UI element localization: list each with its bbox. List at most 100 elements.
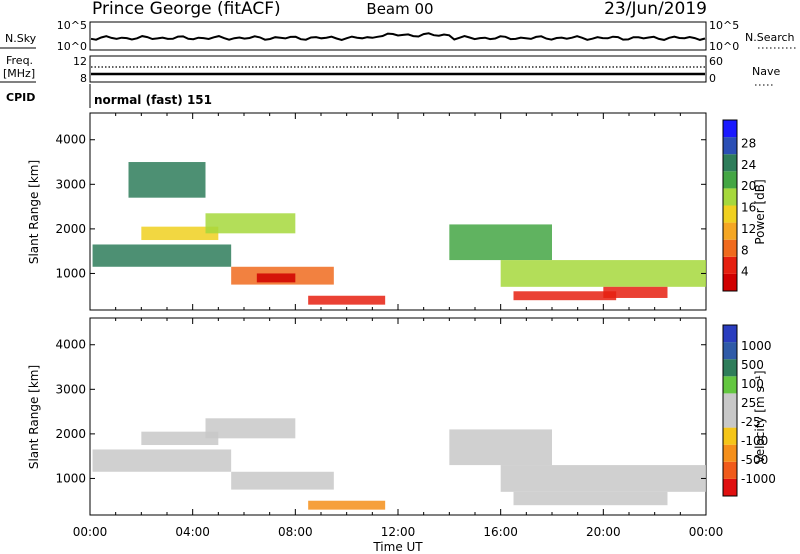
colorbar-tick-label: 8 [741, 243, 749, 257]
data-region [205, 213, 296, 234]
colorbar-tick-label: 16 [741, 201, 756, 215]
colorbar-swatch [723, 120, 737, 138]
colorbar-swatch [723, 273, 737, 291]
colorbar-swatch [723, 188, 737, 206]
x-tick-label: 04:00 [175, 525, 210, 539]
velocity-colorbar-ticks: 1000 500 100 25 -25 -100 -500 -1000 [741, 339, 776, 486]
x-tick-label: 16:00 [483, 525, 518, 539]
beam-title: Beam 00 [366, 0, 433, 18]
power-data [92, 162, 706, 305]
colorbar-swatch [723, 376, 737, 394]
colorbar-tick-label: 500 [741, 358, 764, 372]
date-title: 23/Jun/2019 [604, 0, 707, 19]
data-region [205, 418, 296, 439]
y-tick-label: 4000 [55, 338, 86, 352]
data-region [513, 291, 617, 301]
nsearch-label: N.Search [745, 31, 795, 44]
nave-tick-top: 60 [709, 55, 723, 68]
station-title: Prince George (fitACF) [92, 0, 281, 19]
colorbar-swatch [723, 256, 737, 274]
nsky-trace [90, 32, 706, 42]
y-tick-label: 1000 [55, 266, 86, 280]
colorbar-tick-label: 100 [741, 377, 764, 391]
colorbar-swatch [723, 461, 737, 479]
time-axis-label: Time UT [372, 540, 423, 554]
nsky-panel [89, 21, 707, 51]
colorbar-swatch [723, 239, 737, 257]
colorbar-tick-label: 28 [741, 136, 756, 150]
colorbar-tick-label: -25 [741, 415, 761, 429]
y-tick-label: 3000 [55, 382, 86, 396]
nave-label: Nave [752, 65, 780, 78]
cpid-value: normal (fast) 151 [94, 93, 212, 107]
colorbar-tick-label: 1000 [741, 339, 772, 353]
colorbar-swatch [723, 393, 737, 411]
power-colorbar-label: Power [dB] [753, 179, 767, 244]
data-region [500, 465, 706, 492]
data-region [308, 500, 386, 510]
power-ylabel: Slant Range [km] [27, 160, 41, 264]
x-tick-label: 20:00 [586, 525, 621, 539]
velocity-yaxis: 1000 2000 3000 4000 [55, 318, 707, 515]
y-tick-label: 4000 [55, 133, 86, 147]
colorbar-swatch [723, 410, 737, 428]
freq-panel [89, 55, 707, 83]
freq-label-2: [MHz] [3, 67, 35, 80]
colorbar-tick-label: 4 [741, 265, 749, 279]
colorbar-swatch [723, 137, 737, 155]
nsky-tick-top: 10^5 [57, 19, 87, 32]
data-region [449, 224, 552, 261]
colorbar-swatch [723, 359, 737, 377]
colorbar-swatch [723, 444, 737, 462]
freq-tick-top: 12 [73, 55, 87, 68]
data-region [92, 244, 232, 267]
cpid-label: CPID [6, 91, 35, 104]
nsearch-tick-top: 10^5 [709, 19, 739, 32]
data-region [500, 260, 706, 287]
nsearch-tick-bottom: 10^0 [709, 40, 739, 53]
data-region [231, 471, 334, 490]
freq-tick-bottom: 8 [80, 72, 87, 85]
x-tick-label: 00:00 [73, 525, 108, 539]
colorbar-tick-label: 25 [741, 396, 756, 410]
power-yaxis: 1000 2000 3000 4000 [55, 113, 707, 310]
colorbar-frame [722, 119, 738, 292]
y-tick-label: 2000 [55, 222, 86, 236]
nsky-tick-bottom: 10^0 [57, 40, 87, 53]
y-tick-label: 1000 [55, 471, 86, 485]
data-region [513, 491, 668, 506]
colorbar-swatch [723, 478, 737, 496]
x-tick-label: 12:00 [381, 525, 416, 539]
data-region [92, 449, 232, 472]
velocity-ylabel: Slant Range [km] [27, 365, 41, 469]
colorbar-swatch [723, 342, 737, 360]
time-axis: 00:00 04:00 08:00 12:00 16:00 20:00 00:00 [73, 525, 724, 539]
velocity-colorbar [722, 324, 738, 497]
colorbar-swatch [723, 427, 737, 445]
x-tick-label: 00:00 [689, 525, 724, 539]
velocity-data [92, 418, 706, 510]
data-region [256, 273, 296, 283]
colorbar-tick-label: 12 [741, 222, 756, 236]
data-region [128, 162, 206, 198]
power-colorbar-ticks: 28 24 20 16 12 8 4 [741, 136, 756, 278]
colorbar-swatch [723, 222, 737, 240]
colorbar-tick-label: -100 [741, 434, 768, 448]
x-tick-label: 08:00 [278, 525, 313, 539]
data-region [308, 295, 386, 305]
colorbar-swatch [723, 325, 737, 343]
y-tick-label: 3000 [55, 177, 86, 191]
colorbar-swatch [723, 171, 737, 189]
data-region [603, 286, 668, 298]
data-region [141, 226, 219, 241]
velocity-colorbar-label: Velocity [m s⁻¹] [753, 370, 767, 463]
power-colorbar [722, 119, 738, 292]
colorbar-tick-label: -500 [741, 453, 768, 467]
nave-tick-bottom: 0 [709, 72, 716, 85]
colorbar-frame [722, 324, 738, 497]
nsky-label: N.Sky [5, 32, 37, 45]
colorbar-swatch [723, 154, 737, 172]
data-region [141, 431, 219, 446]
colorbar-tick-label: -1000 [741, 472, 776, 486]
